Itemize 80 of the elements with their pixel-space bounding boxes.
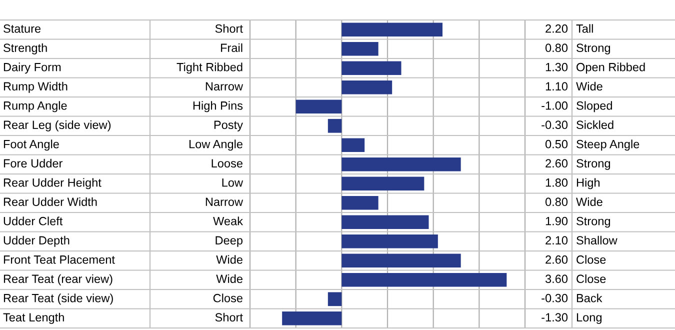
bar (342, 80, 392, 94)
bar (342, 138, 365, 152)
data-label: 2.60 (546, 255, 568, 264)
text: Sloped (576, 101, 612, 112)
y-tick-label: Teat Length (3, 312, 64, 324)
bar (342, 42, 378, 56)
text: Wide (216, 255, 242, 264)
y-tick-label: Rear Teat (rear view) (4, 274, 112, 286)
data-label: 1.90 (546, 216, 568, 226)
bar (342, 22, 442, 37)
text: Posty (214, 120, 243, 132)
bar (328, 118, 342, 133)
text: Long (576, 313, 602, 324)
data-label: -0.30 (542, 294, 568, 302)
text: Close (213, 294, 242, 302)
data-label: -1.00 (542, 101, 568, 110)
text: Tight Ribbed (176, 62, 242, 74)
bar (342, 157, 461, 172)
bar (296, 100, 342, 114)
bar (328, 292, 342, 306)
text: Weak (213, 216, 244, 226)
text: Short (215, 312, 243, 322)
data-label: 2.10 (546, 236, 568, 245)
y-tick-label: Front Teat Placement (4, 255, 115, 264)
text: Short (215, 24, 243, 33)
bar (342, 196, 378, 210)
y-tick-label: Dairy Form (4, 62, 61, 74)
y-tick-label: Strength (4, 43, 47, 54)
y-tick-label: Rear Teat (side view) (4, 294, 113, 305)
y-tick-label: Stature (4, 24, 41, 33)
y-tick-label: Rear Udder Height (4, 178, 102, 190)
text: Narrow (206, 198, 244, 206)
text: Wide (216, 274, 242, 284)
text: Low (222, 178, 244, 187)
text: Frail (221, 43, 242, 52)
data-label: 3.60 (545, 274, 568, 284)
text: Tall (576, 24, 593, 33)
bar (342, 215, 429, 230)
data-label: 1.10 (546, 82, 568, 91)
text: Close (576, 274, 606, 284)
text: Close (576, 255, 606, 264)
text: Shallow (576, 236, 618, 245)
y-tick-label: Rump Width (4, 82, 68, 93)
data-label: -0.30 (542, 120, 568, 130)
bar (342, 61, 402, 76)
text: Wide (576, 197, 602, 206)
data-label: -1.30 (542, 313, 568, 322)
bar (342, 234, 438, 248)
y-tick-label: Foot Angle (4, 140, 59, 151)
text: Strong (576, 159, 610, 170)
y-tick-label: Rump Angle (4, 101, 67, 112)
y-tick-label: Rear Leg (side view) (4, 120, 111, 132)
text: Open Ribbed (576, 62, 645, 74)
text: Deep (216, 236, 243, 247)
text: Narrow (206, 82, 244, 91)
data-label: 1.80 (546, 178, 568, 187)
y-tick-label: Fore Udder (4, 158, 63, 168)
text: Loose (212, 159, 242, 168)
text: Low Angle (189, 140, 242, 151)
data-label: 0.80 (545, 198, 568, 206)
text: High (576, 178, 600, 190)
y-tick-label: Rear Udder Width (4, 197, 97, 206)
bar (342, 176, 424, 191)
text: Strong (576, 44, 610, 54)
bar (342, 272, 507, 287)
y-tick-label: Udder Depth (4, 236, 70, 247)
bar (342, 254, 461, 268)
bar (282, 311, 342, 326)
data-label: 0.80 (545, 44, 568, 52)
text: Wide (576, 82, 602, 91)
data-label: 1.30 (546, 62, 568, 72)
data-label: 2.60 (546, 159, 568, 168)
text: Sickled (576, 120, 614, 130)
text: Back (576, 294, 602, 302)
data-label: 2.20 (546, 24, 568, 33)
data-label: 0.50 (545, 140, 568, 148)
text: Steep Angle (576, 140, 640, 151)
text: Strong (576, 216, 610, 228)
y-tick-label: Udder Cleft (4, 216, 63, 226)
text: High Pins (193, 101, 243, 112)
